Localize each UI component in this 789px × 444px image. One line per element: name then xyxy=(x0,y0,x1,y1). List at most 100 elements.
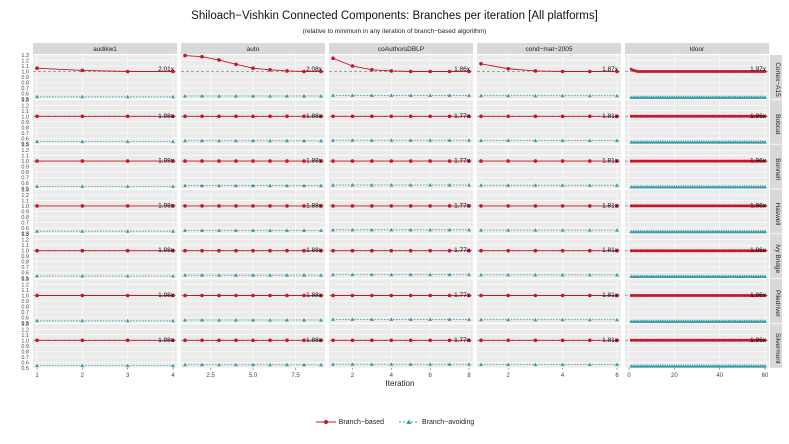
point-branch-based xyxy=(389,248,394,253)
point-branch-based xyxy=(234,248,238,253)
point-branch-based xyxy=(370,159,374,163)
y-tick-label: 1.1 xyxy=(21,154,29,160)
point-branch-based xyxy=(641,338,645,342)
point-branch-based xyxy=(370,248,374,253)
point-branch-based xyxy=(704,294,708,297)
point-branch-avoiding xyxy=(467,183,471,187)
ratio-label: 1.81x xyxy=(602,247,619,254)
point-branch-avoiding xyxy=(479,93,483,98)
point-branch-based xyxy=(672,114,676,118)
point-branch-based xyxy=(447,159,452,163)
ratio-label: 1.88x xyxy=(306,337,323,344)
point-branch-based xyxy=(675,114,679,118)
point-branch-based xyxy=(302,114,306,119)
x-tick-label: 3 xyxy=(126,373,130,379)
point-branch-based xyxy=(200,338,204,343)
ratio-label: 1.88x xyxy=(306,113,323,120)
point-branch-avoiding xyxy=(217,362,221,367)
point-branch-based xyxy=(643,338,647,342)
point-branch-avoiding xyxy=(615,317,619,322)
point-branch-based xyxy=(722,249,726,253)
point-branch-based xyxy=(629,159,633,163)
point-branch-based xyxy=(408,159,413,163)
point-branch-based xyxy=(183,53,187,58)
point-branch-based xyxy=(656,338,660,342)
facet-panel: 1.88x xyxy=(181,278,325,324)
point-branch-avoiding xyxy=(251,362,255,367)
point-branch-based xyxy=(615,159,619,163)
point-branch-based xyxy=(704,204,708,208)
point-branch-avoiding xyxy=(171,318,175,323)
point-branch-based xyxy=(643,204,647,208)
point-branch-based xyxy=(125,204,130,208)
point-branch-based xyxy=(638,204,642,208)
point-branch-based xyxy=(302,338,306,343)
point-branch-based xyxy=(408,114,413,119)
point-branch-avoiding xyxy=(331,362,335,366)
facet-panel: 2.08x xyxy=(181,53,325,100)
point-branch-based xyxy=(661,294,665,297)
point-branch-based xyxy=(679,159,683,163)
point-branch-avoiding xyxy=(506,317,511,322)
point-branch-based xyxy=(738,159,742,163)
point-branch-avoiding xyxy=(217,317,221,322)
facet-strip-col xyxy=(33,43,177,54)
point-branch-based xyxy=(659,249,663,253)
point-branch-based xyxy=(560,338,565,343)
point-branch-based xyxy=(506,159,511,163)
point-branch-based xyxy=(758,114,762,118)
legend-swatch-branch-based xyxy=(315,420,336,424)
point-branch-based xyxy=(688,249,692,253)
point-branch-avoiding xyxy=(350,138,355,142)
point-branch-avoiding xyxy=(447,317,452,321)
y-tick-label: 0.7 xyxy=(21,355,29,361)
point-branch-avoiding xyxy=(268,273,272,277)
point-branch-based xyxy=(729,204,733,208)
point-branch-based xyxy=(677,70,681,73)
point-branch-based xyxy=(251,159,255,163)
point-branch-based xyxy=(700,114,704,118)
facet-panel: 1.81x xyxy=(477,189,621,234)
point-branch-based xyxy=(588,293,592,298)
point-branch-based xyxy=(217,204,221,208)
point-branch-based xyxy=(560,159,565,163)
point-branch-based xyxy=(650,159,654,163)
ratio-label: 1.86x xyxy=(454,66,471,73)
point-branch-based xyxy=(641,159,645,163)
facet-panel: 1.98x xyxy=(33,189,177,234)
point-branch-avoiding xyxy=(125,318,130,323)
point-branch-based xyxy=(331,114,335,119)
point-branch-based xyxy=(408,204,413,208)
point-branch-based xyxy=(686,70,690,73)
point-branch-based xyxy=(647,338,651,342)
point-branch-based xyxy=(217,248,221,253)
point-branch-based xyxy=(677,159,681,163)
point-branch-based xyxy=(647,294,651,297)
point-branch-based xyxy=(702,338,706,342)
point-branch-based xyxy=(729,114,733,118)
y-tick-label: 0.5 xyxy=(21,366,29,372)
point-branch-based xyxy=(251,114,255,119)
point-branch-avoiding xyxy=(35,184,39,188)
y-tick-label: 1.2 xyxy=(21,283,29,289)
point-branch-avoiding xyxy=(200,93,204,98)
point-branch-based xyxy=(718,70,722,73)
point-branch-based xyxy=(80,248,85,253)
point-branch-avoiding xyxy=(560,93,565,98)
point-branch-based xyxy=(650,70,654,73)
point-branch-based xyxy=(736,204,740,208)
point-branch-based xyxy=(447,338,452,343)
point-branch-avoiding xyxy=(506,228,511,232)
point-branch-based xyxy=(752,159,756,163)
facet-panel: 1.96x xyxy=(625,144,769,189)
point-branch-avoiding xyxy=(80,318,85,323)
facet-panel: 1.81x xyxy=(477,144,621,189)
point-branch-avoiding xyxy=(285,93,289,98)
point-branch-based xyxy=(654,159,658,163)
ratio-label: 1.98x xyxy=(158,202,175,209)
point-branch-avoiding xyxy=(171,94,175,99)
point-branch-based xyxy=(125,338,130,343)
point-branch-based xyxy=(688,159,692,163)
point-branch-based xyxy=(711,294,715,297)
point-branch-avoiding xyxy=(763,95,767,99)
